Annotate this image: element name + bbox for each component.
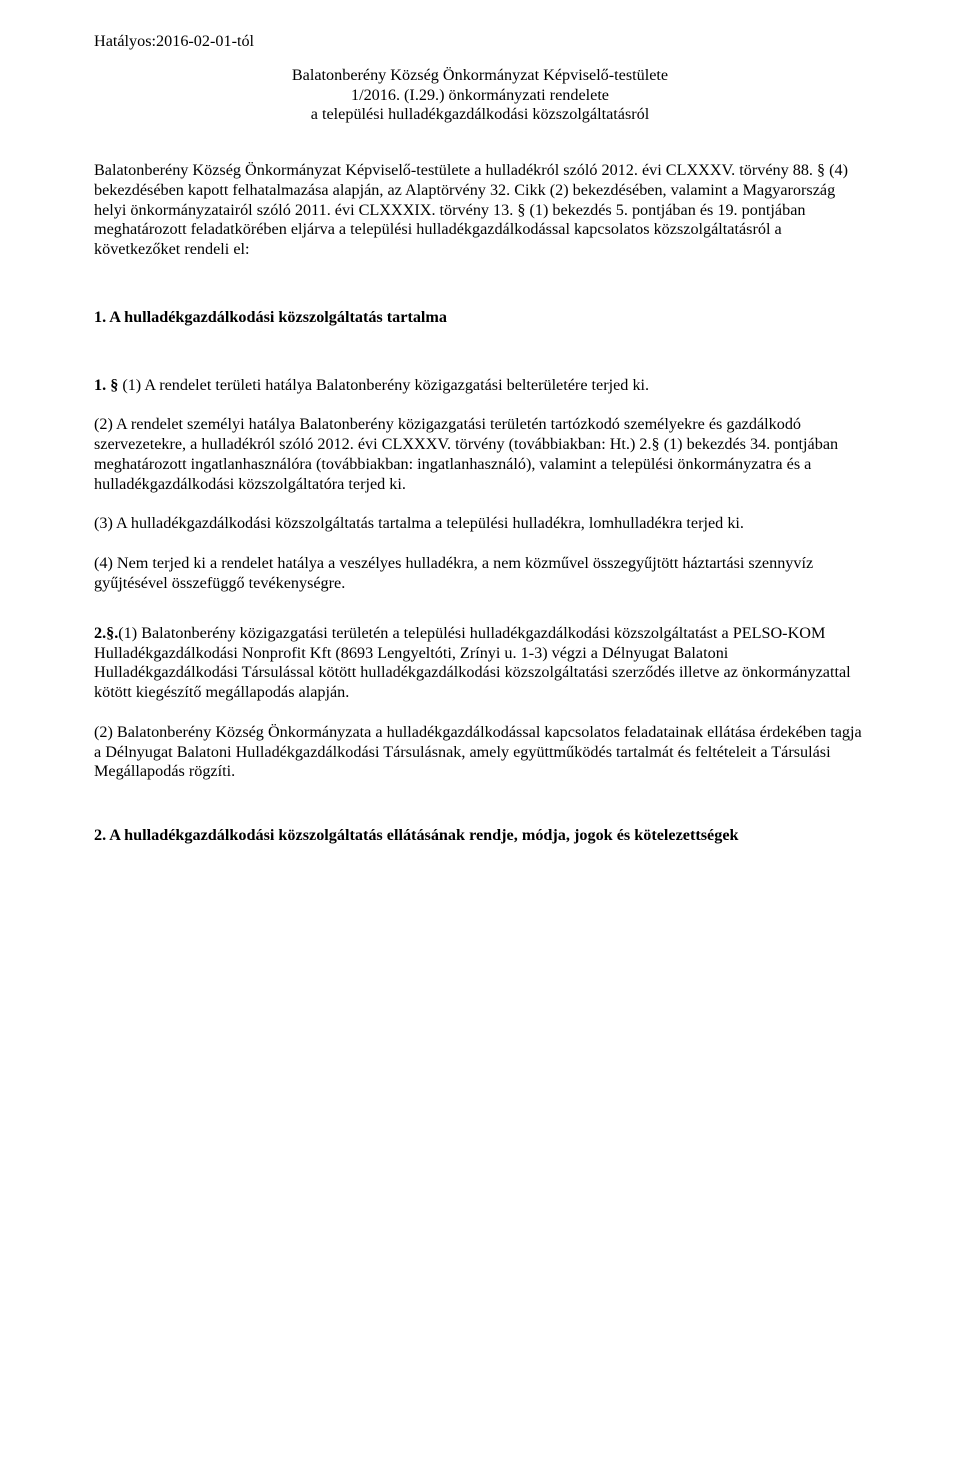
document-page: Hatályos:2016-02-01-tól Balatonberény Kö… xyxy=(0,0,960,1464)
section1-para3: (3) A hulladékgazdálkodási közszolgáltat… xyxy=(94,514,866,534)
section1-para2: (2) A rendelet személyi hatálya Balatonb… xyxy=(94,415,866,494)
para1-lead: 1. § xyxy=(94,376,118,394)
preamble-paragraph: Balatonberény Község Önkormányzat Képvis… xyxy=(94,161,866,260)
title-line-3: a települési hulladékgazdálkodási közszo… xyxy=(94,105,866,125)
section1-para6: (2) Balatonberény Község Önkormányzata a… xyxy=(94,723,866,782)
section-1-heading: 1. A hulladékgazdálkodási közszolgáltatá… xyxy=(94,308,866,328)
title-line-2: 1/2016. (I.29.) önkormányzati rendelete xyxy=(94,86,866,106)
para5-body: (1) Balatonberény közigazgatási területé… xyxy=(94,624,851,701)
title-block: Balatonberény Község Önkormányzat Képvis… xyxy=(94,66,866,125)
para1-body: (1) A rendelet területi hatálya Balatonb… xyxy=(122,376,649,394)
section1-para1: 1. § (1) A rendelet területi hatálya Bal… xyxy=(94,376,866,396)
title-line-1: Balatonberény Község Önkormányzat Képvis… xyxy=(94,66,866,86)
section1-para5: 2.§.(1) Balatonberény közigazgatási terü… xyxy=(94,624,866,703)
section1-para4: (4) Nem terjed ki a rendelet hatálya a v… xyxy=(94,554,866,594)
para5-lead: 2.§. xyxy=(94,624,118,642)
effective-date: Hatályos:2016-02-01-tól xyxy=(94,32,866,52)
section-2-heading: 2. A hulladékgazdálkodási közszolgáltatá… xyxy=(94,826,866,846)
